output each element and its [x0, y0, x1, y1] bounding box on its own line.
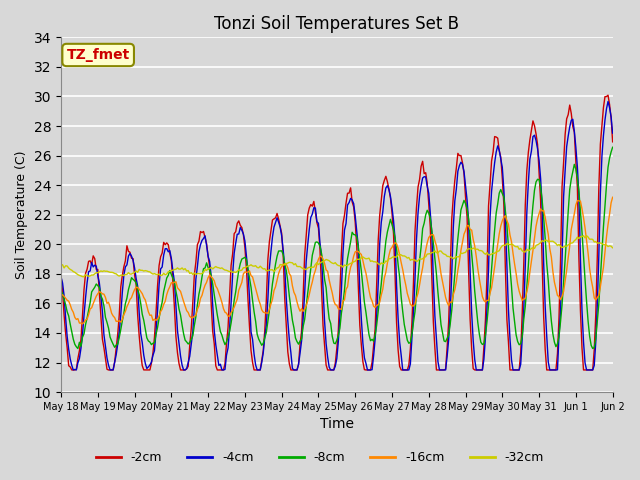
Y-axis label: Soil Temperature (C): Soil Temperature (C) — [15, 150, 28, 279]
Title: Tonzi Soil Temperatures Set B: Tonzi Soil Temperatures Set B — [214, 15, 460, 33]
X-axis label: Time: Time — [320, 418, 354, 432]
Legend: -2cm, -4cm, -8cm, -16cm, -32cm: -2cm, -4cm, -8cm, -16cm, -32cm — [91, 446, 549, 469]
Text: TZ_fmet: TZ_fmet — [67, 48, 130, 62]
